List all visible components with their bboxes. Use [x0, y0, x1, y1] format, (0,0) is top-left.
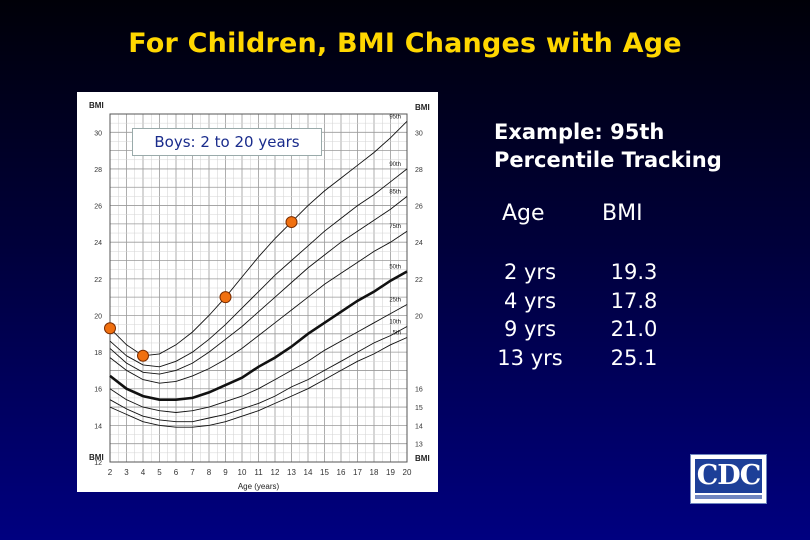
y-tick-label: 22: [94, 277, 102, 284]
y-tick-label-right: 26: [415, 204, 423, 211]
y-tick-label: 20: [94, 313, 102, 320]
tracking-point: [104, 322, 116, 335]
y-tick-label: 14: [94, 423, 102, 430]
y-tick-label-right: 15: [415, 405, 423, 412]
y-axis-label-right: BMI: [415, 454, 430, 463]
y-axis-label-right: BMI: [415, 103, 430, 112]
x-tick-label: 18: [370, 468, 379, 477]
percentile-curve-25th: [109, 304, 408, 413]
percentile-curve-90th: [109, 168, 408, 368]
tracking-point: [285, 216, 298, 229]
x-tick-label: 2: [108, 468, 113, 477]
x-tick-label: 19: [386, 468, 395, 477]
example-heading-line2: Percentile Tracking: [494, 148, 722, 172]
y-tick-label-right: 16: [415, 387, 423, 394]
example-heading-line1: Example: 95th: [494, 120, 665, 144]
y-tick-label: 30: [94, 130, 102, 137]
example-heading: Example: 95th Percentile Tracking: [494, 118, 722, 174]
bmi-cell: 19.3: [610, 260, 658, 284]
percentile-curve-50th: [109, 270, 408, 401]
x-tick-label: 14: [304, 468, 313, 477]
x-tick-label: 16: [337, 468, 346, 477]
x-tick-label: 20: [403, 468, 412, 477]
y-tick-label-right: 14: [415, 423, 423, 430]
x-tick-label: 9: [223, 468, 228, 477]
y-tick-label-right: 20: [415, 313, 423, 320]
x-tick-label: 12: [271, 468, 280, 477]
cdc-logo: CDC: [690, 454, 767, 504]
cdc-logo-strip: [695, 495, 762, 499]
percentile-curve-85th: [109, 196, 408, 375]
percentile-label: 10th: [389, 319, 401, 325]
percentile-label: 50th: [389, 265, 401, 271]
x-tick-label: 8: [207, 468, 212, 477]
chart-subtitle: Boys: 2 to 20 years: [132, 128, 322, 156]
y-tick-label-right: 13: [415, 442, 423, 449]
y-tick-label: 28: [94, 167, 102, 174]
percentile-label: 5th: [393, 330, 401, 336]
y-tick-label-right: 30: [415, 130, 423, 137]
percentile-curve-5th: [109, 337, 408, 428]
x-tick-label: 7: [190, 468, 195, 477]
percentile-label: 25th: [389, 297, 401, 303]
y-axis-label: BMI: [89, 101, 104, 110]
age-cell: 13 yrs: [497, 345, 563, 370]
x-tick-label: 5: [157, 468, 162, 477]
y-axis-label: BMI: [89, 453, 104, 462]
y-tick-label: 24: [94, 240, 102, 247]
y-tick-label-right: 24: [415, 240, 423, 247]
tracking-point: [137, 349, 149, 362]
percentile-label: 75th: [389, 224, 401, 230]
bmi-column-header: BMI: [602, 201, 643, 226]
y-tick-label-right: 22: [415, 277, 423, 284]
plot-frame: [109, 113, 408, 463]
y-tick-label: 16: [94, 387, 102, 394]
x-tick-label: 3: [124, 468, 129, 477]
x-axis-label: Age (years): [238, 482, 280, 491]
y-tick-label: 26: [94, 204, 102, 211]
cdc-logo-text: CDC: [695, 459, 762, 493]
bmi-cell: 21.0: [610, 317, 658, 341]
y-tick-label: 12: [94, 460, 102, 467]
x-tick-label: 15: [320, 468, 329, 477]
x-tick-label: 6: [174, 468, 179, 477]
tracking-point: [219, 291, 232, 304]
bmi-cell: 25.1: [610, 345, 658, 370]
percentile-curve-75th: [109, 230, 408, 384]
x-tick-label: 13: [287, 468, 296, 477]
bmi-cell: 17.8: [610, 288, 658, 313]
age-column-header: Age: [502, 201, 545, 226]
percentile-label: 90th: [389, 162, 401, 168]
x-tick-label: 10: [238, 468, 247, 477]
slide-title: For Children, BMI Changes with Age: [128, 28, 682, 59]
y-tick-label: 18: [94, 350, 102, 357]
x-tick-label: 11: [254, 468, 263, 477]
percentile-curve-95th: [109, 120, 408, 357]
age-cell: 2 yrs: [503, 260, 557, 284]
percentile-label: 85th: [389, 189, 401, 195]
percentile-label: 95th: [389, 114, 401, 120]
age-cell: 9 yrs: [503, 317, 557, 341]
x-tick-label: 17: [353, 468, 362, 477]
y-tick-label-right: 28: [415, 167, 423, 174]
age-cell: 4 yrs: [503, 288, 557, 313]
percentile-curve-10th: [109, 326, 408, 423]
x-tick-label: 4: [141, 468, 146, 477]
